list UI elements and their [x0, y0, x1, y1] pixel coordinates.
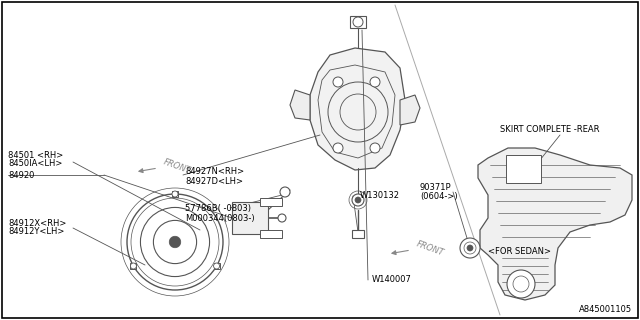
Bar [350, 16, 366, 28]
Text: 84501 <RH>: 84501 <RH> [8, 150, 63, 159]
Circle shape [370, 77, 380, 87]
Text: 84912Y<LH>: 84912Y<LH> [8, 228, 65, 236]
Bar [131, 263, 136, 269]
Bar [260, 198, 282, 206]
Text: FRONT: FRONT [162, 158, 192, 176]
Circle shape [460, 238, 480, 258]
Circle shape [169, 236, 180, 248]
Circle shape [278, 214, 286, 222]
Text: W130132: W130132 [360, 191, 400, 201]
Text: 84920: 84920 [8, 171, 35, 180]
Bar [260, 230, 282, 238]
Circle shape [214, 263, 220, 269]
Circle shape [467, 245, 473, 251]
Bar [352, 230, 364, 238]
Circle shape [370, 143, 380, 153]
Text: 8450IA<LH>: 8450IA<LH> [8, 158, 62, 167]
Circle shape [333, 143, 343, 153]
Text: <FOR SEDAN>: <FOR SEDAN> [488, 247, 551, 257]
Text: M000344(0803-): M000344(0803-) [185, 213, 255, 222]
Polygon shape [478, 148, 632, 300]
Text: 84927D<LH>: 84927D<LH> [185, 177, 243, 186]
Text: (0604->): (0604->) [420, 193, 458, 202]
Bar [214, 263, 220, 269]
Circle shape [355, 197, 361, 203]
Circle shape [131, 263, 136, 269]
Text: 84912X<RH>: 84912X<RH> [8, 220, 67, 228]
Text: SKIRT COMPLETE -REAR: SKIRT COMPLETE -REAR [500, 125, 600, 134]
Circle shape [280, 187, 290, 197]
Text: 57786B( -0803): 57786B( -0803) [185, 204, 251, 212]
Bar [172, 191, 178, 197]
Circle shape [353, 17, 363, 27]
Polygon shape [290, 90, 310, 120]
Text: 90371P: 90371P [420, 183, 452, 193]
Circle shape [507, 270, 535, 298]
Bar [232, 202, 268, 234]
Circle shape [172, 191, 178, 197]
Text: 84927N<RH>: 84927N<RH> [185, 167, 244, 177]
Text: FRONT: FRONT [415, 240, 445, 258]
Circle shape [352, 194, 364, 206]
Text: W140007: W140007 [372, 276, 412, 284]
Text: A845001105: A845001105 [579, 305, 632, 314]
Circle shape [333, 77, 343, 87]
Bar [506, 155, 541, 183]
Polygon shape [400, 95, 420, 125]
Polygon shape [310, 48, 405, 170]
